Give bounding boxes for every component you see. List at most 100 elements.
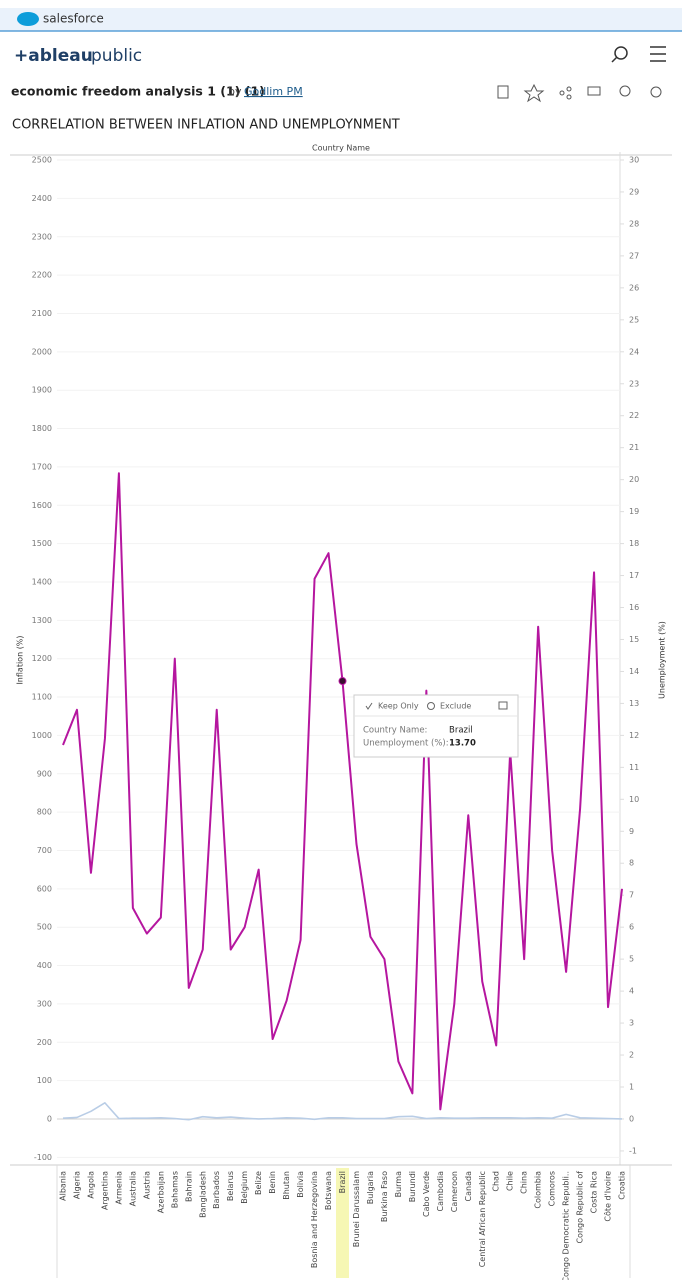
y2-tick-label: 26: [629, 283, 639, 292]
y-axis-title: Inflation (%): [16, 635, 25, 684]
y2-axis-title: Unemployment (%): [658, 621, 667, 699]
y2-tick-label: 28: [629, 219, 639, 228]
y-tick-label: 100: [37, 1076, 52, 1085]
y2-tick-label: 30: [629, 155, 639, 164]
browser-bar: [0, 8, 682, 31]
search-icon[interactable]: [614, 46, 628, 60]
x-tick-label: Chad: [492, 1171, 501, 1192]
x-axis-title: Country Name: [312, 144, 370, 153]
y-tick-label: 1900: [32, 386, 52, 395]
y2-tick-label: 27: [629, 251, 639, 260]
y-tick-label: 1000: [32, 731, 52, 740]
y2-tick-label: 8: [629, 859, 634, 868]
x-tick-label: Bahamas: [170, 1171, 179, 1208]
x-tick-label: Congo Democratic Republi..: [562, 1171, 571, 1280]
y-tick-label: 200: [37, 1038, 52, 1047]
y2-tick-label: 18: [629, 539, 639, 548]
y2-tick-label: 23: [629, 379, 639, 388]
check-icon: [365, 702, 373, 710]
y2-tick-label: 7: [629, 891, 634, 900]
exclude-icon: [427, 702, 435, 710]
menu-icon[interactable]: [650, 46, 666, 62]
x-tick-label: Argentina: [100, 1171, 109, 1210]
y-tick-label: 1300: [32, 616, 52, 625]
x-tick-label: Cameroon: [450, 1171, 459, 1212]
x-tick-label: Armenia: [114, 1171, 123, 1205]
x-tick-label: Colombia: [534, 1171, 543, 1209]
y2-tick-label: 16: [629, 603, 639, 612]
y2-tick-label: -1: [629, 1146, 637, 1155]
y2-tick-label: 1: [629, 1083, 634, 1092]
x-tick-label: Burma: [394, 1171, 403, 1198]
series-line: [62, 1102, 623, 1121]
x-tick-label: Burundi: [408, 1171, 417, 1202]
y-tick-label: 400: [37, 961, 52, 970]
x-tick-label: Bulgaria: [366, 1171, 375, 1204]
x-tick-label: Cambodia: [436, 1171, 445, 1212]
x-tick-label: Angola: [86, 1171, 95, 1199]
toolbar-icons[interactable]: [497, 83, 662, 103]
tooltip-label: Unemployment (%):: [363, 739, 449, 749]
y-tick-label: -100: [34, 1153, 52, 1162]
exclude[interactable]: Exclude: [440, 702, 471, 711]
y2-tick-label: 10: [629, 795, 639, 804]
y-tick-label: 800: [37, 808, 52, 817]
series-line: [62, 472, 623, 1111]
x-tick-label: Comoros: [548, 1171, 557, 1206]
y-tick-label: 300: [37, 999, 52, 1008]
tooltip-value: 13.70: [449, 739, 476, 749]
x-tick-label: Brunei Darussalam: [352, 1171, 361, 1247]
table-icon[interactable]: [498, 701, 508, 710]
x-tick-label: Albania: [59, 1171, 68, 1201]
logo-suffix[interactable]: public: [91, 46, 142, 66]
y2-tick-label: 25: [629, 315, 639, 324]
x-tick-label: Côte d'Ivoire: [603, 1171, 613, 1222]
x-tick-label: Bangladesh: [198, 1171, 207, 1218]
plot: -100010020030040050060070080090010001100…: [32, 155, 640, 1282]
y2-tick-label: 21: [629, 443, 639, 452]
y2-tick-label: 15: [629, 635, 639, 644]
by: by: [228, 85, 242, 98]
y-tick-label: 1100: [32, 693, 52, 702]
y-tick-label: 1800: [32, 424, 52, 433]
x-tick-label: Croatia: [618, 1171, 627, 1200]
x-tick-label: Costa Rica: [590, 1171, 599, 1213]
x-tick-label: Bhutan: [282, 1171, 291, 1200]
y2-tick-label: 20: [629, 475, 639, 484]
y2-tick-label: 13: [629, 699, 639, 708]
keep-only[interactable]: Keep Only: [378, 702, 419, 711]
x-tick-label: Chile: [506, 1171, 515, 1191]
y-tick-label: 900: [37, 769, 52, 778]
y-tick-label: 1500: [32, 539, 52, 548]
workbook-title: economic freedom analysis 1 (1) (1): [11, 84, 265, 99]
x-tick-label: Austria: [142, 1171, 151, 1199]
y2-tick-label: 3: [629, 1019, 634, 1028]
x-tick-label: Belgium: [240, 1171, 249, 1204]
x-tick-label: Central African Republic: [478, 1171, 487, 1267]
x-tick-label: Bosnia and Herzegovina: [310, 1171, 319, 1268]
y-tick-label: 2500: [32, 156, 52, 165]
y2-tick-label: 11: [629, 763, 639, 772]
y-tick-label: 1400: [32, 577, 52, 586]
y2-tick-label: 5: [629, 955, 634, 964]
x-tick-label: China: [520, 1171, 529, 1194]
y-tick-label: 1700: [32, 462, 52, 471]
y-tick-label: 500: [37, 923, 52, 932]
brand: salesforce: [43, 12, 104, 26]
y2-tick-label: 2: [629, 1051, 634, 1060]
y-tick-label: 600: [37, 884, 52, 893]
x-tick-label: Botswana: [324, 1171, 333, 1210]
x-tick-label: Australia: [128, 1171, 137, 1206]
x-tick-label: Canada: [464, 1171, 473, 1202]
logo[interactable]: +ableau: [14, 46, 93, 66]
y-tick-label: 700: [37, 846, 52, 855]
x-tick-label: Belize: [254, 1171, 263, 1195]
y-tick-label: 2000: [32, 347, 52, 356]
author-link[interactable]: Godlim PM: [244, 85, 303, 98]
highlight-band: [336, 1168, 349, 1278]
y2-tick-label: 4: [629, 987, 634, 996]
y-tick-label: 2300: [32, 232, 52, 241]
y-tick-label: 1600: [32, 501, 52, 510]
x-tick-label: Barbados: [212, 1171, 221, 1209]
